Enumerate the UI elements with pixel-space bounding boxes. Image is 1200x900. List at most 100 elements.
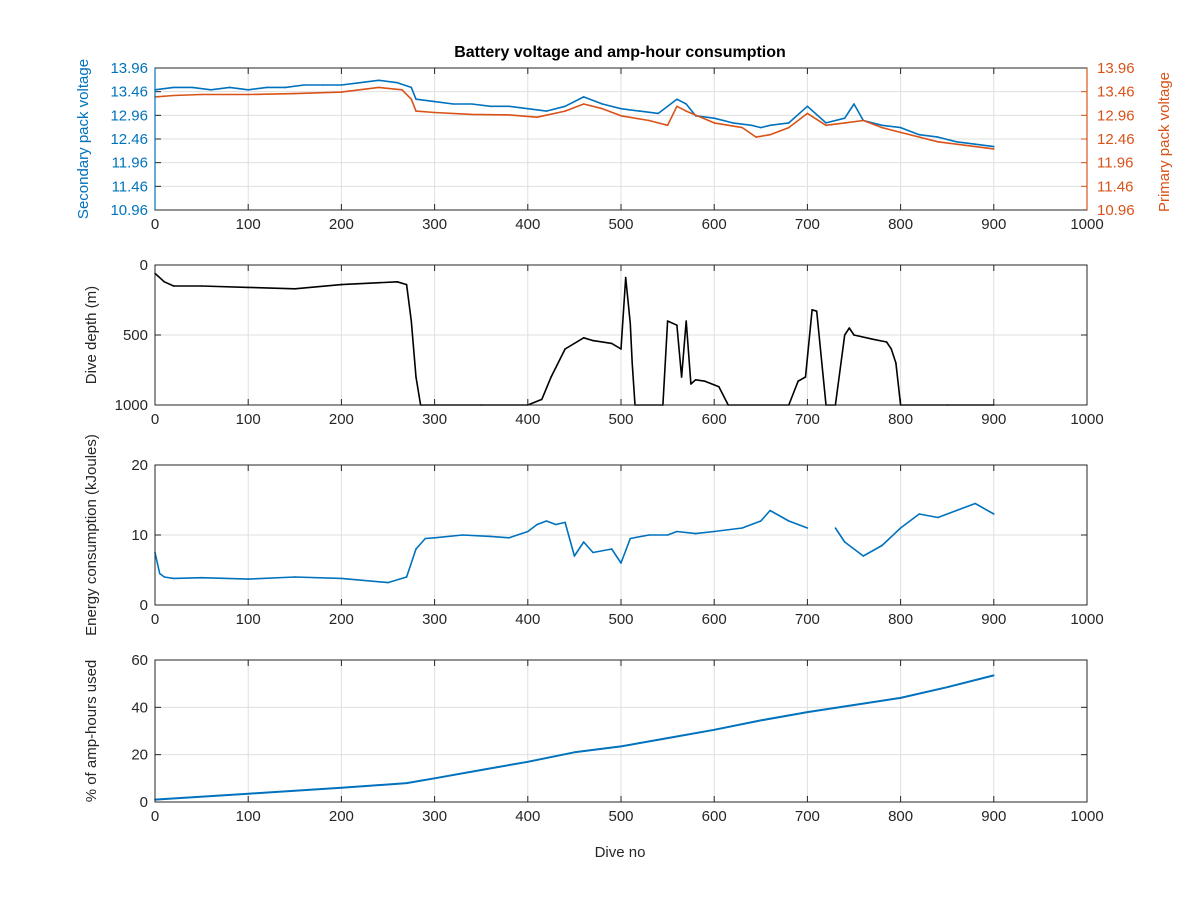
- data-point: [471, 103, 473, 105]
- x-tick-label: 500: [608, 611, 633, 628]
- data-point: [191, 86, 194, 89]
- x-tick-label: 900: [981, 808, 1006, 825]
- data-point: [294, 576, 296, 578]
- y-right-tick-label: 12.46: [1097, 131, 1135, 148]
- data-point: [294, 288, 296, 290]
- data-point: [713, 729, 715, 731]
- data-point: [228, 86, 231, 89]
- x-tick-label: 0: [151, 216, 159, 233]
- x-tick-label: 1000: [1070, 611, 1103, 628]
- data-point: [527, 761, 529, 763]
- data-point: [853, 334, 855, 336]
- data-point: [631, 362, 633, 364]
- data-point: [685, 110, 687, 112]
- x-tick-label: 600: [702, 611, 727, 628]
- data-point: [993, 513, 995, 515]
- y-right-tick-label: 13.96: [1097, 60, 1135, 77]
- data-point: [993, 148, 995, 150]
- x-tick-label: 300: [422, 611, 447, 628]
- data-point: [247, 89, 249, 91]
- x-tick-label: 800: [888, 808, 913, 825]
- y-axis-label: Energy consumption (kJoules): [83, 434, 100, 636]
- x-tick-label: 300: [422, 808, 447, 825]
- data-point: [550, 376, 552, 378]
- data-point: [843, 334, 846, 336]
- x-tick-label: 800: [888, 611, 913, 628]
- data-point: [415, 548, 417, 550]
- x-tick-label: 600: [702, 411, 727, 428]
- y-axis-label: % of amp-hours used: [83, 660, 100, 803]
- data-point: [405, 782, 408, 784]
- data-point: [592, 339, 594, 342]
- x-tick-label: 700: [795, 411, 820, 428]
- x-tick-label: 700: [795, 611, 820, 628]
- data-point: [508, 105, 511, 108]
- x-tick-label: 900: [981, 611, 1006, 628]
- data-point: [899, 126, 902, 129]
- data-point: [937, 141, 939, 143]
- data-point: [993, 145, 995, 148]
- data-point: [937, 136, 939, 138]
- series-line-primary-pack-voltage: [154, 86, 994, 150]
- data-point: [955, 509, 958, 512]
- x-tick-label: 200: [329, 611, 354, 628]
- data-point: [340, 577, 343, 580]
- y-tick-label: 10: [131, 527, 148, 544]
- data-point: [377, 79, 380, 82]
- y-tick-label: 0: [140, 794, 148, 811]
- data-point: [629, 537, 632, 540]
- data-point: [582, 103, 585, 105]
- data-point: [638, 110, 641, 112]
- x-tick-label: 300: [422, 216, 447, 233]
- x-tick-label: 200: [329, 216, 354, 233]
- data-point: [582, 96, 585, 98]
- subplot-4: 0 100 200 300 400 500 600 700 800 900 1000 0 20 40 60%…: [83, 652, 1104, 825]
- y-right-tick-label: 10.96: [1097, 202, 1135, 219]
- x-tick-label: 600: [702, 216, 727, 233]
- data-point: [527, 530, 529, 533]
- data-point: [340, 91, 343, 93]
- data-point: [676, 98, 678, 100]
- y-tick-label: 0: [140, 257, 148, 274]
- y-right-axis-label: Primary pack voltage: [1156, 72, 1173, 212]
- data-point: [172, 94, 175, 97]
- data-point: [755, 136, 757, 138]
- data-point: [713, 122, 715, 124]
- series-line-secondary-pack-voltage: [154, 79, 994, 148]
- data-point: [862, 555, 865, 557]
- data-point: [433, 111, 436, 114]
- data-point: [555, 523, 557, 526]
- x-tick-label: 900: [981, 216, 1006, 233]
- data-point: [843, 122, 846, 124]
- data-point: [843, 541, 846, 543]
- data-point: [527, 107, 529, 110]
- data-point: [685, 103, 687, 105]
- data-point: [741, 527, 743, 529]
- data-point: [946, 686, 948, 688]
- y-tick-label: 11.46: [112, 178, 148, 195]
- data-point: [620, 348, 622, 350]
- data-point: [536, 523, 538, 526]
- data-point: [918, 513, 920, 515]
- data-point: [433, 537, 436, 539]
- data-point: [172, 285, 175, 287]
- x-tick-label: 0: [151, 611, 159, 628]
- data-point: [410, 98, 413, 100]
- data-point: [881, 124, 883, 127]
- data-point: [848, 327, 851, 329]
- y-right-tick-label: 11.96: [1097, 155, 1133, 172]
- data-point: [401, 89, 403, 91]
- data-point: [648, 534, 650, 536]
- data-point: [788, 122, 790, 124]
- data-point: [685, 320, 687, 322]
- data-point: [405, 576, 408, 578]
- data-point: [620, 562, 622, 564]
- data-point: [732, 122, 734, 124]
- data-point: [741, 126, 743, 129]
- y-axis-label: Dive depth (m): [83, 286, 100, 384]
- data-point: [536, 116, 538, 118]
- x-tick-label: 900: [981, 411, 1006, 428]
- data-point: [690, 383, 692, 385]
- data-point: [955, 141, 958, 143]
- data-point: [172, 86, 175, 89]
